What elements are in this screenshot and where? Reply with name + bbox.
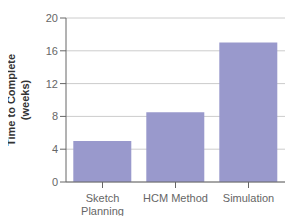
svg-text:Simulation: Simulation [223, 192, 274, 204]
svg-text:16: 16 [46, 45, 58, 57]
svg-text:4: 4 [52, 143, 58, 155]
svg-text:20: 20 [46, 12, 58, 24]
svg-text:HCM Method: HCM Method [143, 192, 208, 204]
svg-text:8: 8 [52, 110, 58, 122]
svg-text:Time to Complete(weeks): Time to Complete(weeks) [8, 54, 31, 146]
svg-text:SketchPlanning: SketchPlanning [81, 192, 124, 216]
svg-text:0: 0 [52, 176, 58, 188]
svg-text:12: 12 [46, 78, 58, 90]
